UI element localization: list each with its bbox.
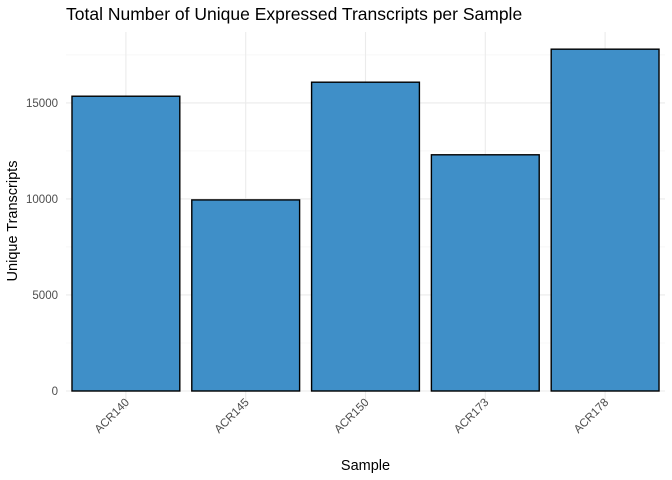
x-tick-label: ACR140 — [93, 397, 132, 436]
x-tick-label: ACR173 — [452, 397, 491, 436]
x-tick-label: ACR145 — [213, 397, 252, 436]
y-axis-title: Unique Transcripts — [5, 161, 21, 282]
bar-acr150 — [310, 81, 421, 392]
chart-title: Total Number of Unique Expressed Transcr… — [66, 4, 522, 24]
bar-acr178 — [550, 48, 660, 392]
bars — [71, 48, 660, 392]
y-tick-label: 5000 — [32, 290, 58, 302]
y-tick-label: 15000 — [26, 98, 58, 110]
y-axis-ticks: 0 5000 10000 15000 — [26, 98, 58, 398]
x-axis-title: Sample — [341, 458, 390, 474]
x-axis-ticks: ACR140 ACR145 ACR150 ACR173 ACR178 — [93, 397, 611, 436]
bar-acr145 — [191, 199, 301, 392]
bar-acr140 — [71, 95, 181, 392]
y-tick-label: 0 — [52, 386, 58, 398]
y-tick-label: 10000 — [26, 194, 58, 206]
x-tick-label: ACR150 — [332, 397, 371, 436]
x-tick-label: ACR178 — [572, 397, 611, 436]
bar-acr173 — [430, 154, 540, 392]
